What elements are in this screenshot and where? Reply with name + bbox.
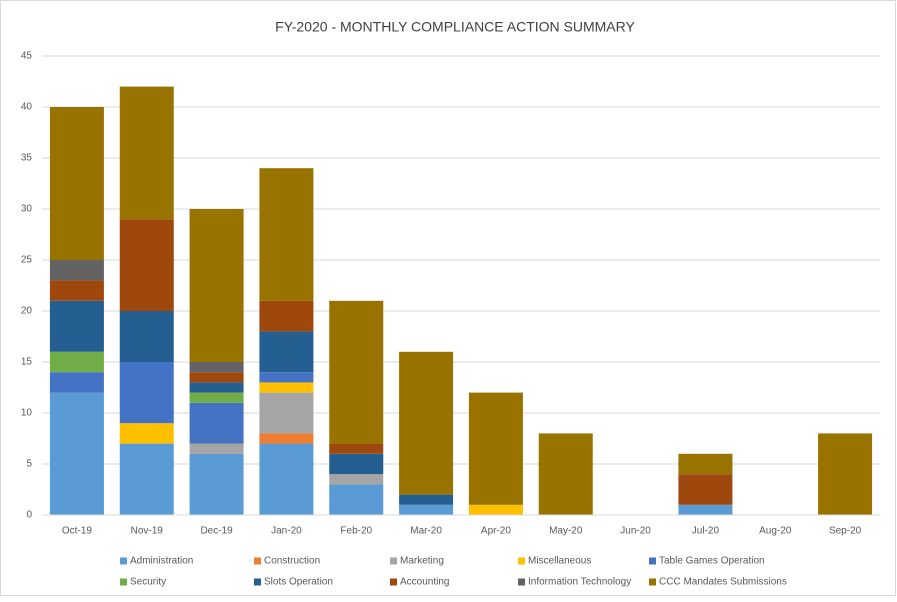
bar-segment <box>189 443 244 454</box>
y-tick-label: 0 <box>26 510 32 521</box>
legend-label: Miscellaneous <box>528 556 591 567</box>
legend-label: Information Technology <box>528 577 631 588</box>
x-tick-label: May-20 <box>549 526 583 537</box>
y-tick-label: 20 <box>21 306 33 317</box>
x-tick-label: Jun-20 <box>620 526 651 537</box>
legend-label: CCC Mandates Submissions <box>659 577 787 588</box>
legend-swatch <box>120 578 127 586</box>
y-tick-label: 5 <box>26 459 32 470</box>
legend-swatch <box>649 578 656 586</box>
y-tick-label: 30 <box>21 204 33 215</box>
bar-segment <box>49 392 104 515</box>
bar-segment <box>49 300 104 352</box>
y-tick-label: 40 <box>21 102 33 113</box>
bar-segment <box>259 443 314 515</box>
bar-segment <box>678 474 733 505</box>
bar-segment <box>259 331 314 373</box>
legend-label: Slots Operation <box>264 577 333 588</box>
bar-segment <box>189 402 244 444</box>
x-tick-label: Oct-19 <box>62 526 92 537</box>
x-tick-label: Nov-19 <box>131 526 164 537</box>
bar-segment <box>119 443 174 515</box>
bar-segment <box>259 168 314 301</box>
bar-segment <box>119 362 174 424</box>
bar-segment <box>678 453 733 475</box>
bar-segment <box>468 392 523 505</box>
bar-segment <box>119 219 174 311</box>
y-tick-label: 25 <box>21 255 33 266</box>
y-tick-label: 35 <box>21 153 33 164</box>
bar-segment <box>678 504 733 515</box>
bar-segment <box>259 300 314 332</box>
chart-title: FY-2020 - MONTHLY COMPLIANCE ACTION SUMM… <box>275 19 635 35</box>
x-tick-label: Aug-20 <box>759 526 792 537</box>
bar-segment <box>329 443 384 454</box>
bar-segment <box>189 382 244 393</box>
legend-swatch <box>390 557 397 565</box>
bar-segment <box>468 504 523 515</box>
bar-segment <box>49 260 104 281</box>
x-tick-label: Apr-20 <box>481 526 511 537</box>
y-tick-label: 45 <box>21 51 33 62</box>
x-tick-label: Feb-20 <box>340 526 372 537</box>
bar-segment <box>49 107 104 260</box>
bar-segment <box>189 209 244 362</box>
x-tick-label: Dec-19 <box>200 526 233 537</box>
legend-label: Marketing <box>400 556 444 567</box>
bar-segment <box>189 362 244 373</box>
bar-segment <box>189 392 244 403</box>
bar-segment <box>49 280 104 301</box>
bar-segment <box>119 423 174 444</box>
bar-segment <box>329 484 384 515</box>
bar-segment <box>259 382 314 393</box>
bar-segment <box>189 372 244 383</box>
legend-swatch <box>390 578 397 586</box>
legend-swatch <box>120 557 127 565</box>
x-tick-label: Jan-20 <box>271 526 302 537</box>
bar-segment <box>259 433 314 444</box>
bar-segment <box>259 392 314 434</box>
legend-label: Accounting <box>400 577 449 588</box>
bar-segment <box>399 351 454 495</box>
legend-label: Construction <box>264 556 320 567</box>
legend-swatch <box>254 578 261 586</box>
x-tick-label: Mar-20 <box>410 526 442 537</box>
bar-segment <box>119 311 174 362</box>
bar-segment <box>259 372 314 383</box>
legend-swatch <box>254 557 261 565</box>
bar-segment <box>329 300 384 444</box>
y-tick-label: 15 <box>21 357 33 368</box>
bar-segment <box>49 372 104 393</box>
bar-segment <box>818 433 873 515</box>
bar-segment <box>538 433 593 515</box>
bar-segment <box>329 474 384 485</box>
bar-segment <box>189 453 244 515</box>
legend-label: Table Games Operation <box>659 556 765 567</box>
bar-segment <box>399 504 454 515</box>
bar-segment <box>329 453 384 475</box>
bar-segment <box>49 351 104 373</box>
legend-label: Security <box>130 577 166 588</box>
legend-swatch <box>518 557 525 565</box>
x-tick-label: Jul-20 <box>692 526 720 537</box>
bar-segment <box>119 86 174 220</box>
legend-swatch <box>649 557 656 565</box>
legend-label: Administration <box>130 556 193 567</box>
bar-segment <box>399 494 454 505</box>
x-tick-label: Sep-20 <box>829 526 862 537</box>
y-tick-label: 10 <box>21 408 33 419</box>
legend-swatch <box>518 578 525 586</box>
